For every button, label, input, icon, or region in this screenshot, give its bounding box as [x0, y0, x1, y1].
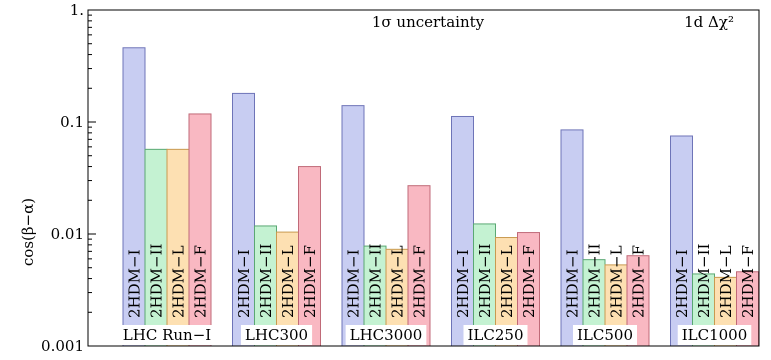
statistic-annotation: 1d Δχ² [684, 13, 734, 31]
bar-series-label: 2HDM−L [170, 245, 188, 318]
y-tick-label: 0.001 [41, 337, 84, 355]
category-label-backdrop [240, 325, 313, 345]
bar-series-label: 2HDM−II [257, 243, 275, 318]
bar-series-label: 2HDM−I [673, 249, 691, 318]
bar-series-label: 2HDM−F [520, 245, 538, 318]
bar-series-label: 2HDM−L [717, 245, 735, 318]
bar-labels-layer: 2HDM−I 2HDM−II 2HDM−L 2HDM−F 2HDM−I 2HDM−II 2H… [126, 243, 758, 318]
bar-series-label: 2HDM−I [564, 249, 582, 318]
x-category-labels: LHC Run−I LHC300 LHC3000 ILC250 ILC500 ILC100… [118, 325, 752, 345]
bar-series-label: 2HDM−F [301, 245, 319, 318]
bar-series-label: 2HDM−I [235, 249, 253, 318]
bar-series-label: 2HDM−L [279, 245, 297, 318]
y-axis-label: cos(β−α) [19, 198, 37, 266]
x-category-label: LHC3000 [350, 326, 423, 344]
category-label-backdrop [463, 325, 528, 345]
plot-frame [87, 9, 760, 347]
bar-series-label: 2HDM−L [608, 245, 626, 318]
bar-series-label: 2HDM−I [454, 249, 472, 318]
bar-series-label: 2HDM−L [498, 245, 516, 318]
x-category-label: ILC1000 [682, 326, 748, 344]
category-label-backdrop [677, 325, 752, 345]
bar-series-label: 2HDM−F [739, 245, 757, 318]
x-category-label: ILC250 [468, 326, 524, 344]
y-tick-label: 0.1 [60, 113, 84, 131]
category-label-backdrop [573, 325, 637, 345]
bar-series-label: 2HDM−I [345, 249, 363, 318]
uncertainty-annotation: 1σ uncertainty [372, 13, 485, 31]
bar-series-label: 2HDM−I [126, 249, 144, 318]
bar-series-label: 2HDM−L [389, 245, 407, 318]
bar-series-label: 2HDM−II [695, 243, 713, 318]
bar-series-label: 2HDM−II [476, 243, 494, 318]
bar-series-label: 2HDM−F [411, 245, 429, 318]
bar-series-label: 2HDM−F [630, 245, 648, 318]
bar-series-label: 2HDM−II [586, 243, 604, 318]
y-tick-label: 0.01 [51, 225, 84, 243]
bars-layer [122, 47, 759, 347]
category-label-backdrop [345, 325, 427, 345]
x-category-label: LHC300 [245, 326, 308, 344]
y-axis: 1. 0.1 0.01 0.001 [41, 1, 96, 355]
y-tick-label: 1. [70, 1, 84, 19]
category-label-backdrop [118, 325, 216, 345]
x-category-label: LHC Run−I [123, 326, 211, 344]
bar-series-label: 2HDM−F [192, 245, 210, 318]
bar-series-label: 2HDM−II [367, 243, 385, 318]
x-category-label: ILC500 [577, 326, 633, 344]
bar-series-label: 2HDM−II [148, 243, 166, 318]
